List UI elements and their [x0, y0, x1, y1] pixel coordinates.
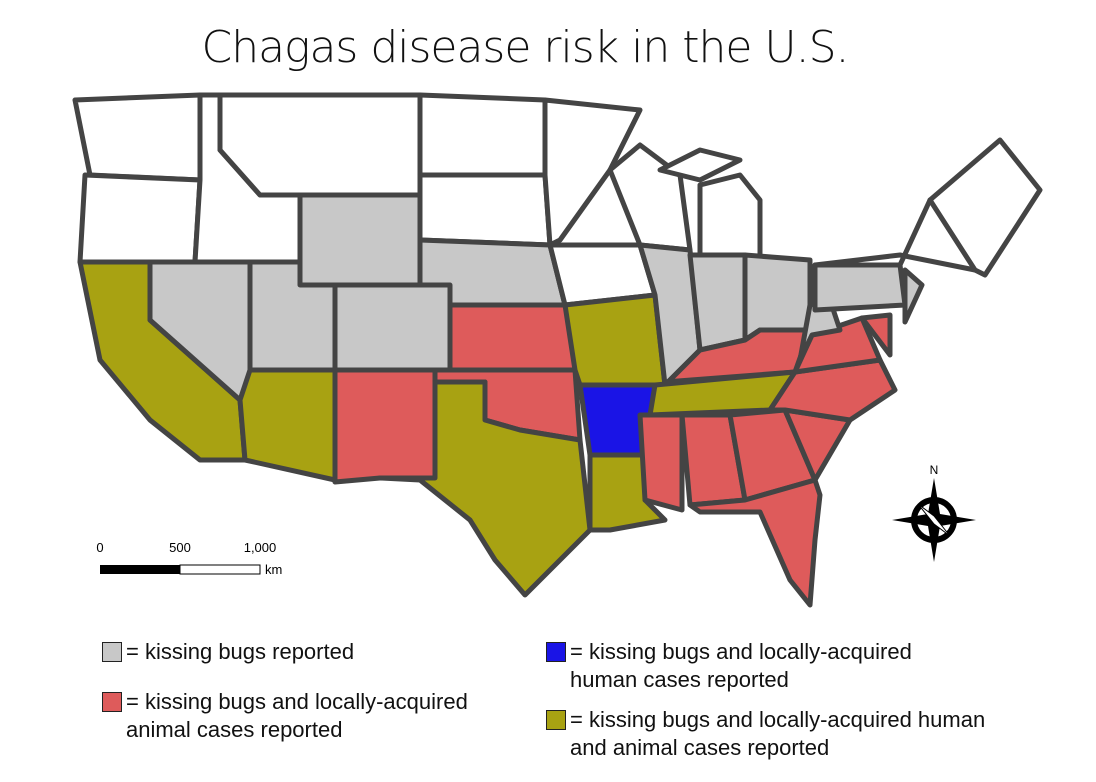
state: [332, 282, 453, 373]
state: [77, 172, 203, 265]
compass: N: [892, 463, 976, 562]
state: [377, 379, 593, 598]
state: [332, 367, 438, 485]
legend-label: = kissing bugs reported: [126, 639, 355, 664]
state: [697, 172, 763, 268]
state: [687, 477, 823, 608]
scale-label: 500: [169, 540, 191, 555]
states: [72, 92, 1043, 608]
state: [297, 192, 423, 288]
state: [902, 267, 925, 325]
state: [417, 172, 553, 248]
state: [562, 292, 668, 393]
legend-item: = kissing bugs and locally-acquired huma…: [546, 638, 966, 694]
legend-item: = kissing bugs reported: [102, 638, 522, 666]
scale-label: 1,000: [244, 540, 277, 555]
legend-swatch: [102, 642, 122, 662]
compass-label: N: [930, 463, 939, 477]
legend-swatch: [102, 692, 122, 712]
legend-label: = kissing bugs and locally-acquired huma…: [570, 707, 986, 760]
state: [687, 252, 748, 353]
scale-segment: [179, 564, 261, 575]
title: Chagas disease risk in the U.S.: [201, 22, 849, 73]
legend-label: = kissing bugs and locally-acquired anim…: [126, 689, 468, 742]
legend-item: = kissing bugs and locally-acquired anim…: [102, 688, 512, 744]
state: [72, 92, 203, 183]
legend-swatch: [546, 642, 566, 662]
legend-swatch: [546, 710, 566, 730]
state: [417, 92, 548, 178]
state: [812, 262, 908, 313]
legend-item: = kissing bugs and locally-acquired huma…: [546, 706, 986, 762]
scale-segment: [100, 565, 180, 574]
scale-label: 0: [96, 540, 103, 555]
state: [637, 412, 685, 513]
scale-unit: km: [265, 562, 282, 577]
state: [657, 147, 743, 183]
legend-label: = kissing bugs and locally-acquired huma…: [570, 639, 912, 692]
state: [237, 367, 338, 483]
state: [447, 302, 578, 373]
scale-bar: 0 500 1,000 km: [96, 540, 282, 577]
state: [742, 252, 813, 343]
state: [217, 92, 423, 198]
state: [542, 97, 643, 248]
state: [927, 137, 1043, 278]
state: [859, 312, 893, 358]
